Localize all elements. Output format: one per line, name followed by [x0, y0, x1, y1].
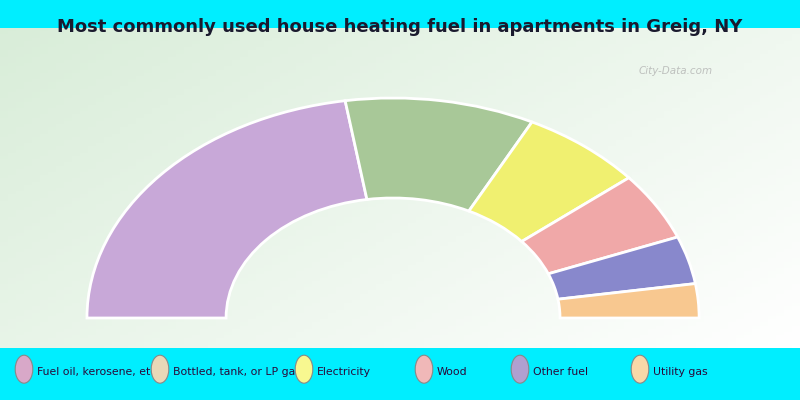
Text: Other fuel: Other fuel [533, 367, 588, 377]
Wedge shape [469, 122, 629, 242]
Text: Utility gas: Utility gas [653, 367, 707, 377]
Wedge shape [522, 178, 678, 274]
Text: Fuel oil, kerosene, etc.: Fuel oil, kerosene, etc. [37, 367, 159, 377]
Text: Wood: Wood [437, 367, 467, 377]
Ellipse shape [511, 355, 529, 383]
Ellipse shape [151, 355, 169, 383]
Ellipse shape [415, 355, 433, 383]
Text: Bottled, tank, or LP gas: Bottled, tank, or LP gas [173, 367, 301, 377]
Ellipse shape [15, 355, 33, 383]
Text: City-Data.com: City-Data.com [639, 66, 713, 76]
Ellipse shape [295, 355, 313, 383]
Wedge shape [87, 101, 367, 318]
Text: Most commonly used house heating fuel in apartments in Greig, NY: Most commonly used house heating fuel in… [58, 18, 742, 36]
Wedge shape [558, 284, 699, 318]
Wedge shape [345, 98, 532, 211]
Wedge shape [548, 237, 695, 299]
Ellipse shape [631, 355, 649, 383]
Text: Electricity: Electricity [317, 367, 371, 377]
